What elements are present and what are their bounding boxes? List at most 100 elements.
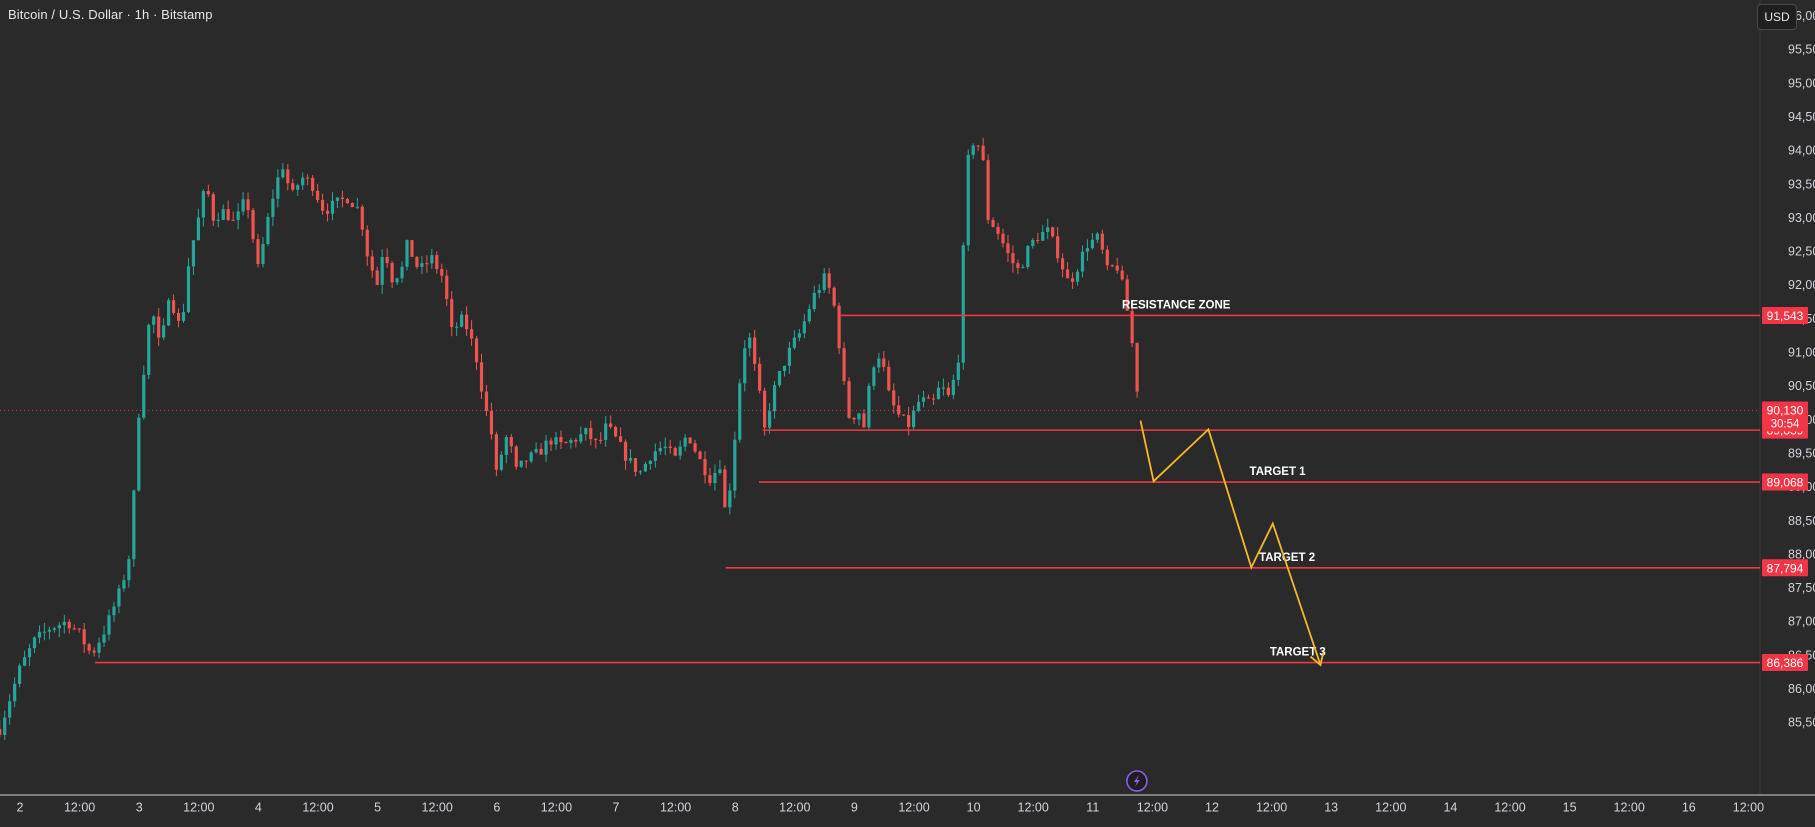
candle-body xyxy=(1006,243,1010,254)
candle-body xyxy=(186,266,191,313)
candle-body xyxy=(360,206,364,230)
candle-body xyxy=(1070,278,1075,282)
candle-body xyxy=(792,337,797,348)
candle-body xyxy=(872,367,876,386)
candle-body xyxy=(708,475,712,484)
candle-body xyxy=(47,629,52,632)
candle-body xyxy=(653,451,657,461)
candle-body xyxy=(817,290,821,294)
x-tick-label: 12:00 xyxy=(64,801,95,815)
candle-body xyxy=(797,333,801,338)
candle-body xyxy=(465,314,469,330)
candle-body xyxy=(1061,258,1065,270)
candle-body xyxy=(916,401,921,411)
candle-body xyxy=(509,437,513,447)
candle-body xyxy=(0,728,2,735)
y-tick-label: 87,000 xyxy=(1788,615,1815,629)
x-tick-label: 11 xyxy=(1086,801,1099,815)
candle-body xyxy=(529,452,533,462)
candle-body xyxy=(976,145,980,147)
candle-body xyxy=(658,447,662,452)
x-tick-label: 2 xyxy=(17,801,24,815)
candle-body xyxy=(693,443,697,452)
candle-body xyxy=(604,423,608,440)
candle-body xyxy=(1056,236,1060,259)
candle-body xyxy=(82,629,86,645)
candle-body xyxy=(176,312,181,321)
candle-body xyxy=(574,440,578,442)
candle-body xyxy=(638,471,643,473)
candle-body xyxy=(345,199,350,204)
level-label: TARGET 2 xyxy=(1259,552,1315,564)
candle-body xyxy=(62,621,66,626)
candle-body xyxy=(594,439,598,441)
candle-body xyxy=(291,183,295,190)
candle-body xyxy=(147,324,151,375)
candle-body xyxy=(743,348,747,384)
candle-body xyxy=(276,177,280,199)
candle-body xyxy=(544,440,548,455)
candle-body xyxy=(181,312,186,321)
x-tick-label: 12:00 xyxy=(898,801,929,815)
candle-body xyxy=(72,628,76,630)
candle-body xyxy=(281,169,285,178)
x-tick-label: 12:00 xyxy=(1614,801,1645,815)
candle-body xyxy=(618,436,623,442)
candle-body xyxy=(678,446,682,456)
candle-body xyxy=(569,440,573,444)
y-tick-label: 94,500 xyxy=(1788,110,1815,124)
candle-body xyxy=(847,381,851,418)
candle-body xyxy=(236,211,240,220)
candle-body xyxy=(1001,233,1005,244)
y-tick-label: 95,500 xyxy=(1788,43,1815,57)
candle-body xyxy=(1105,249,1109,266)
candle-body xyxy=(18,665,22,684)
candle-body xyxy=(519,460,523,467)
candle-body xyxy=(683,437,687,447)
currency-button[interactable]: USD xyxy=(1757,4,1797,30)
candle-body xyxy=(251,210,255,240)
candle-body xyxy=(102,634,106,643)
lightning-icon[interactable] xyxy=(1126,770,1148,792)
candle-body xyxy=(77,628,81,630)
candle-body xyxy=(723,469,727,508)
candle-body xyxy=(142,374,146,418)
x-tick-label: 3 xyxy=(136,801,143,815)
candle-body xyxy=(350,203,354,208)
candle-body xyxy=(3,717,7,735)
candle-body xyxy=(484,391,489,411)
x-tick-label: 12:00 xyxy=(1494,801,1525,815)
x-tick-label: 7 xyxy=(613,801,620,815)
x-tick-label: 12:00 xyxy=(541,801,572,815)
candle-body xyxy=(802,321,806,334)
candle-body xyxy=(440,269,444,276)
candle-body xyxy=(1125,279,1129,311)
candle-body xyxy=(32,637,37,649)
x-tick-label: 9 xyxy=(851,801,858,815)
x-tick-label: 8 xyxy=(732,801,739,815)
candle-body xyxy=(97,642,101,653)
candle-body xyxy=(256,239,260,265)
y-tick-label: 89,500 xyxy=(1788,446,1815,460)
price-tag-bg xyxy=(1762,306,1808,324)
price-tag-bg xyxy=(1762,559,1808,577)
candle-body xyxy=(936,387,941,400)
y-tick-label: 88,000 xyxy=(1788,547,1815,561)
candle-body xyxy=(772,385,777,412)
candle-body xyxy=(410,240,414,257)
candle-body xyxy=(92,650,96,653)
x-tick-label: 6 xyxy=(493,801,500,815)
price-tag: 91,543 xyxy=(1767,309,1804,323)
current-price-tag-bg xyxy=(1762,401,1808,432)
projection-path[interactable] xyxy=(1139,420,1322,666)
candle-body xyxy=(668,446,672,449)
candle-body xyxy=(380,257,384,285)
candle-body xyxy=(330,200,335,214)
candle-body xyxy=(494,434,499,470)
candle-body xyxy=(286,169,290,184)
candle-body xyxy=(837,305,841,349)
candle-body xyxy=(728,490,732,508)
candle-body xyxy=(564,442,568,444)
